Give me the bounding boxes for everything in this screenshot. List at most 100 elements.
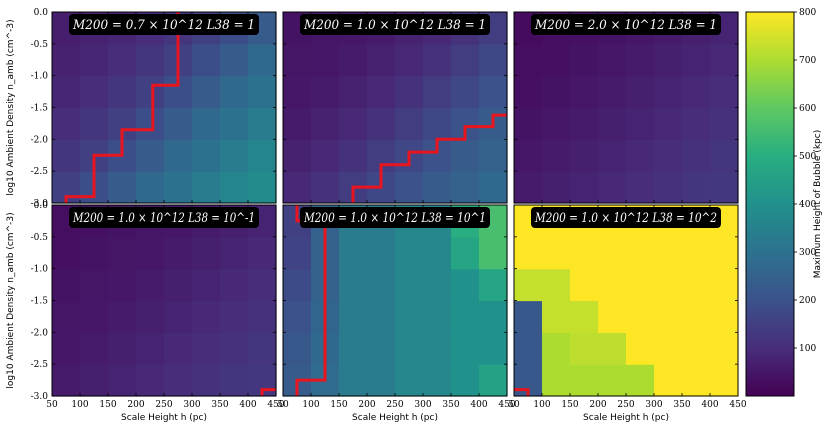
heatmap-cell — [80, 75, 109, 109]
heatmap-cell — [514, 332, 543, 365]
heatmap-cell — [220, 268, 249, 302]
heatmap-cell — [367, 43, 396, 77]
x-tick-label: 100 — [302, 400, 319, 410]
x-tick-label: 200 — [358, 400, 375, 410]
heatmap-cell — [682, 171, 711, 204]
heatmap-cell — [283, 107, 312, 140]
y-tick-label: -0.5 — [31, 40, 49, 50]
heatmap-cell — [248, 236, 277, 270]
heatmap-cell — [395, 171, 424, 204]
heatmap-cell — [248, 139, 277, 172]
heatmap-cell — [164, 364, 193, 397]
heatmap-cell — [367, 107, 396, 140]
x-tick-label: 400 — [239, 400, 256, 410]
heatmap-cell — [367, 75, 396, 109]
heatmap-cell — [654, 171, 683, 204]
heatmap-cell — [192, 107, 221, 140]
y-tick-label: -2.5 — [31, 360, 49, 370]
heatmap-cell — [136, 139, 165, 172]
title-box — [300, 14, 490, 35]
heatmap-cell — [311, 43, 340, 77]
heatmap-cell — [395, 107, 424, 140]
heatmap-cell — [220, 139, 249, 172]
heatmap-cell — [479, 364, 508, 397]
heatmap-cell — [108, 364, 137, 397]
heatmap-cell — [339, 236, 368, 270]
heatmap-cell — [654, 332, 683, 365]
heatmap-cell — [192, 75, 221, 109]
heatmap-cell — [710, 171, 739, 204]
heatmap-cell — [80, 43, 109, 77]
heatmap-cell — [570, 300, 599, 333]
heatmap-cell — [514, 75, 543, 109]
heatmap-cell — [570, 236, 599, 270]
heatmap-cell — [479, 139, 508, 172]
heatmap-cell — [479, 43, 508, 77]
heatmap-cell — [423, 300, 452, 333]
heatmap-cell — [248, 332, 277, 365]
boundary-line — [295, 205, 327, 396]
heatmap-cell — [136, 332, 165, 365]
title-text: M200 = 2.0 × 10^12 L38 = 1 — [534, 18, 717, 33]
heatmap-cell — [479, 268, 508, 302]
heatmap-cell — [423, 332, 452, 365]
heatmap-cell — [164, 139, 193, 172]
heatmap-cell — [367, 332, 396, 365]
y-axis-label: log10 Ambient Density n_amb (cm^-3) — [6, 212, 16, 388]
heatmap-cell — [395, 236, 424, 270]
heatmap-cell — [542, 75, 571, 109]
heatmap-cell — [283, 139, 312, 172]
boundary-line — [260, 388, 276, 396]
heatmap-cell — [52, 75, 81, 109]
heatmap-cell — [136, 107, 165, 140]
heatmap-cell — [451, 364, 480, 397]
heatmap-cell — [52, 364, 81, 397]
x-axis-label: Scale Height h (pc) — [352, 413, 438, 423]
x-tick-label: 400 — [470, 400, 487, 410]
heatmap-cell — [682, 332, 711, 365]
x-tick-label: 250 — [617, 400, 634, 410]
heatmap-cell — [451, 171, 480, 204]
title-box — [531, 14, 721, 35]
heatmap-cell — [451, 332, 480, 365]
heatmap-cell — [311, 107, 340, 140]
heatmap-cell — [164, 332, 193, 365]
heatmap-cell — [654, 75, 683, 109]
panel-4: 50 100 150 200 250 300 350 400 450 0.0 -0.5 -1.0 -1.… — [6, 201, 285, 423]
y-tick-label: 0.0 — [34, 201, 49, 211]
panel-title: M200 = 1.0 × 10^12 L38 = 10^-1 — [69, 207, 259, 228]
heatmap-cell — [514, 268, 543, 302]
heatmap-cell — [654, 268, 683, 302]
heatmap-cell — [52, 107, 81, 140]
colorbar: 100 200 300 400 500 600 700 800 Maximum Height o… — [745, 8, 823, 397]
heatmap-cell — [248, 75, 277, 109]
heatmap-cell — [542, 300, 571, 333]
heatmap-cell — [542, 268, 571, 302]
panel-title: M200 = 1.0 × 10^12 L38 = 1 — [300, 14, 490, 35]
heatmap-cell — [311, 171, 340, 204]
heatmap-cell — [283, 300, 312, 333]
y-tick-label: -0.5 — [31, 233, 49, 243]
heatmap-cell — [339, 268, 368, 302]
heatmap-cell — [80, 107, 109, 140]
heatmap-cell — [479, 300, 508, 333]
heatmap-cell — [598, 300, 627, 333]
heatmap-cell — [423, 364, 452, 397]
heatmap-cell — [395, 43, 424, 77]
x-axis-label: Scale Height h (pc) — [121, 413, 207, 423]
heatmap-cell — [710, 139, 739, 172]
heatmap-cell — [451, 300, 480, 333]
heatmap-cell — [626, 300, 655, 333]
x-axis-label: Scale Height h (pc) — [583, 413, 669, 423]
heatmap-cell — [80, 364, 109, 397]
heatmap-cell — [192, 332, 221, 365]
heatmap-cell — [339, 107, 368, 140]
y-tick-label: -3.0 — [31, 392, 49, 402]
heatmap-cell — [598, 268, 627, 302]
title-text: M200 = 0.7 × 10^12 L38 = 1 — [72, 18, 255, 33]
colorbar-tick-label: 300 — [799, 248, 816, 258]
heatmap-cell — [451, 75, 480, 109]
y-tick-label: -2.5 — [31, 167, 49, 177]
heatmap-cell — [598, 107, 627, 140]
x-tick-label: 300 — [645, 400, 662, 410]
